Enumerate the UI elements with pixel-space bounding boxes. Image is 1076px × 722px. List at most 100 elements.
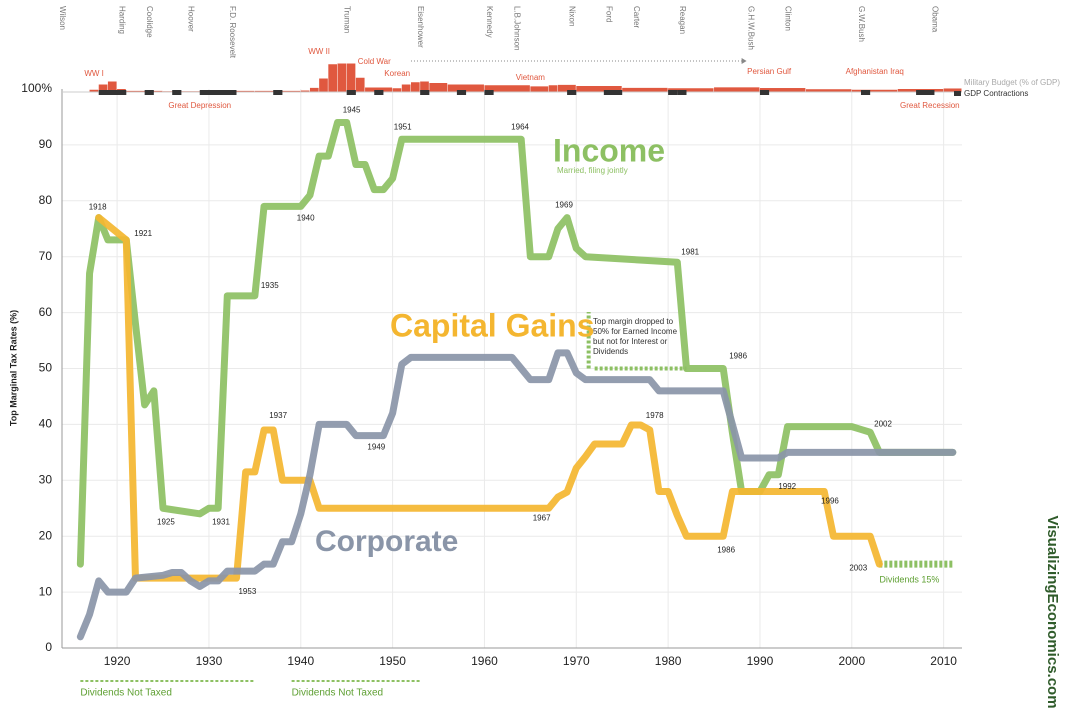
military-bar xyxy=(337,63,347,92)
gdp-contraction xyxy=(567,90,577,95)
gdp-contraction xyxy=(98,90,127,95)
event: Great Recession xyxy=(900,101,960,110)
legend-military: Military Budget (% of GDP) xyxy=(964,78,1060,87)
president: Harding xyxy=(118,6,127,34)
y-tick-label: 60 xyxy=(39,305,53,319)
point-label: 1940 xyxy=(297,213,315,222)
president: L.B.Johnson xyxy=(512,6,521,50)
y-tick-label: 10 xyxy=(39,584,53,598)
point-label: 1945 xyxy=(343,106,361,115)
series-subtitle: Married, filing jointly xyxy=(557,166,628,175)
president: Clinton xyxy=(783,6,792,31)
military-bar xyxy=(392,88,402,92)
event: Great Depression xyxy=(168,101,231,110)
point-label: 1986 xyxy=(717,545,735,554)
series-line xyxy=(95,214,883,582)
military-bar xyxy=(355,77,365,92)
president: Wilson xyxy=(58,6,67,30)
series-name: Income xyxy=(553,132,665,168)
military-bar xyxy=(89,89,99,92)
event: Vietnam xyxy=(516,73,546,82)
military-bar xyxy=(346,63,356,92)
event: Korean xyxy=(384,69,410,78)
military-bar xyxy=(805,89,852,92)
military-bar xyxy=(98,84,108,92)
y-tick-label: 20 xyxy=(39,528,53,542)
president: G.H.W.Bush xyxy=(747,6,756,50)
point-label: 1921 xyxy=(134,229,152,238)
military-bar xyxy=(328,64,338,92)
gdp-contraction xyxy=(484,90,494,95)
x-tick-label: 2010 xyxy=(930,654,957,668)
gdp-contraction xyxy=(273,90,283,95)
x-tick-label: 1930 xyxy=(196,654,223,668)
point-label: 1978 xyxy=(646,411,664,420)
event: Persian Gulf xyxy=(747,67,792,76)
president: Hoover xyxy=(186,6,195,32)
gdp-contraction xyxy=(603,90,623,95)
president: Nixon xyxy=(568,6,577,26)
x-tick-label: 1990 xyxy=(747,654,774,668)
gdp-contraction xyxy=(346,90,356,95)
point-label: 1937 xyxy=(269,411,287,420)
series-line xyxy=(76,349,957,641)
y-tick-label: 90 xyxy=(39,137,53,151)
legend-contraction: GDP Contractions xyxy=(964,89,1028,98)
y-tick-label: 70 xyxy=(39,249,53,263)
gdp-contraction xyxy=(199,90,237,95)
point-label: 1967 xyxy=(533,513,551,522)
gdp-contraction xyxy=(374,90,384,95)
x-tick-label: 1940 xyxy=(287,654,314,668)
president: Reagan xyxy=(678,6,687,34)
y-axis-label: Top Marginal Tax Rates (%) xyxy=(8,310,18,426)
event: WW I xyxy=(84,69,104,78)
military-bar xyxy=(943,88,962,92)
y-tick-label: 50 xyxy=(39,361,53,375)
x-tick-label: 1950 xyxy=(379,654,406,668)
event: Afghanistan Iraq xyxy=(846,67,904,76)
military-bar xyxy=(447,84,484,92)
military-bar xyxy=(107,81,117,92)
point-label: 1951 xyxy=(394,122,412,131)
military-bar xyxy=(576,86,622,92)
x-tick-label: 1920 xyxy=(104,654,131,668)
military-bar xyxy=(319,78,328,92)
y-tick-label: 100% xyxy=(21,81,52,95)
point-label: 1986 xyxy=(729,352,747,361)
military-bar xyxy=(557,84,576,92)
y-tick-label: 80 xyxy=(39,193,53,207)
point-label: 1918 xyxy=(89,203,107,212)
source: VisualizingEconomics.com xyxy=(1044,515,1061,708)
dividend-label: Dividends 15% xyxy=(879,575,939,585)
military-bar xyxy=(759,88,806,92)
president: Truman xyxy=(343,6,352,33)
gdp-contraction xyxy=(456,90,467,95)
military-bar xyxy=(851,89,898,92)
point-label: 2003 xyxy=(849,563,867,572)
series-name: Corporate xyxy=(315,525,458,558)
gdp-contraction xyxy=(420,90,430,95)
point-label: 1992 xyxy=(778,482,796,491)
legend-contraction-swatch xyxy=(954,91,961,96)
president: G.W.Bush xyxy=(857,6,866,42)
military-bar xyxy=(429,83,448,92)
president: Obama xyxy=(930,6,939,33)
president: Kennedy xyxy=(485,6,494,38)
point-label: 1949 xyxy=(367,443,385,452)
military-bar xyxy=(714,87,760,92)
dividend-label: Dividends Not Taxed xyxy=(292,688,384,699)
president: Carter xyxy=(632,6,641,29)
military-bar xyxy=(420,81,429,92)
x-tick-label: 2000 xyxy=(838,654,865,668)
gdp-contraction xyxy=(144,90,154,95)
point-label: 1931 xyxy=(212,517,230,526)
gdp-contraction xyxy=(860,90,871,95)
military-bar xyxy=(365,87,393,92)
president: Ford xyxy=(604,6,613,22)
military-bar xyxy=(484,85,530,92)
military-bar xyxy=(401,84,411,92)
point-label: 1964 xyxy=(511,122,529,131)
arrow-head xyxy=(741,58,747,64)
